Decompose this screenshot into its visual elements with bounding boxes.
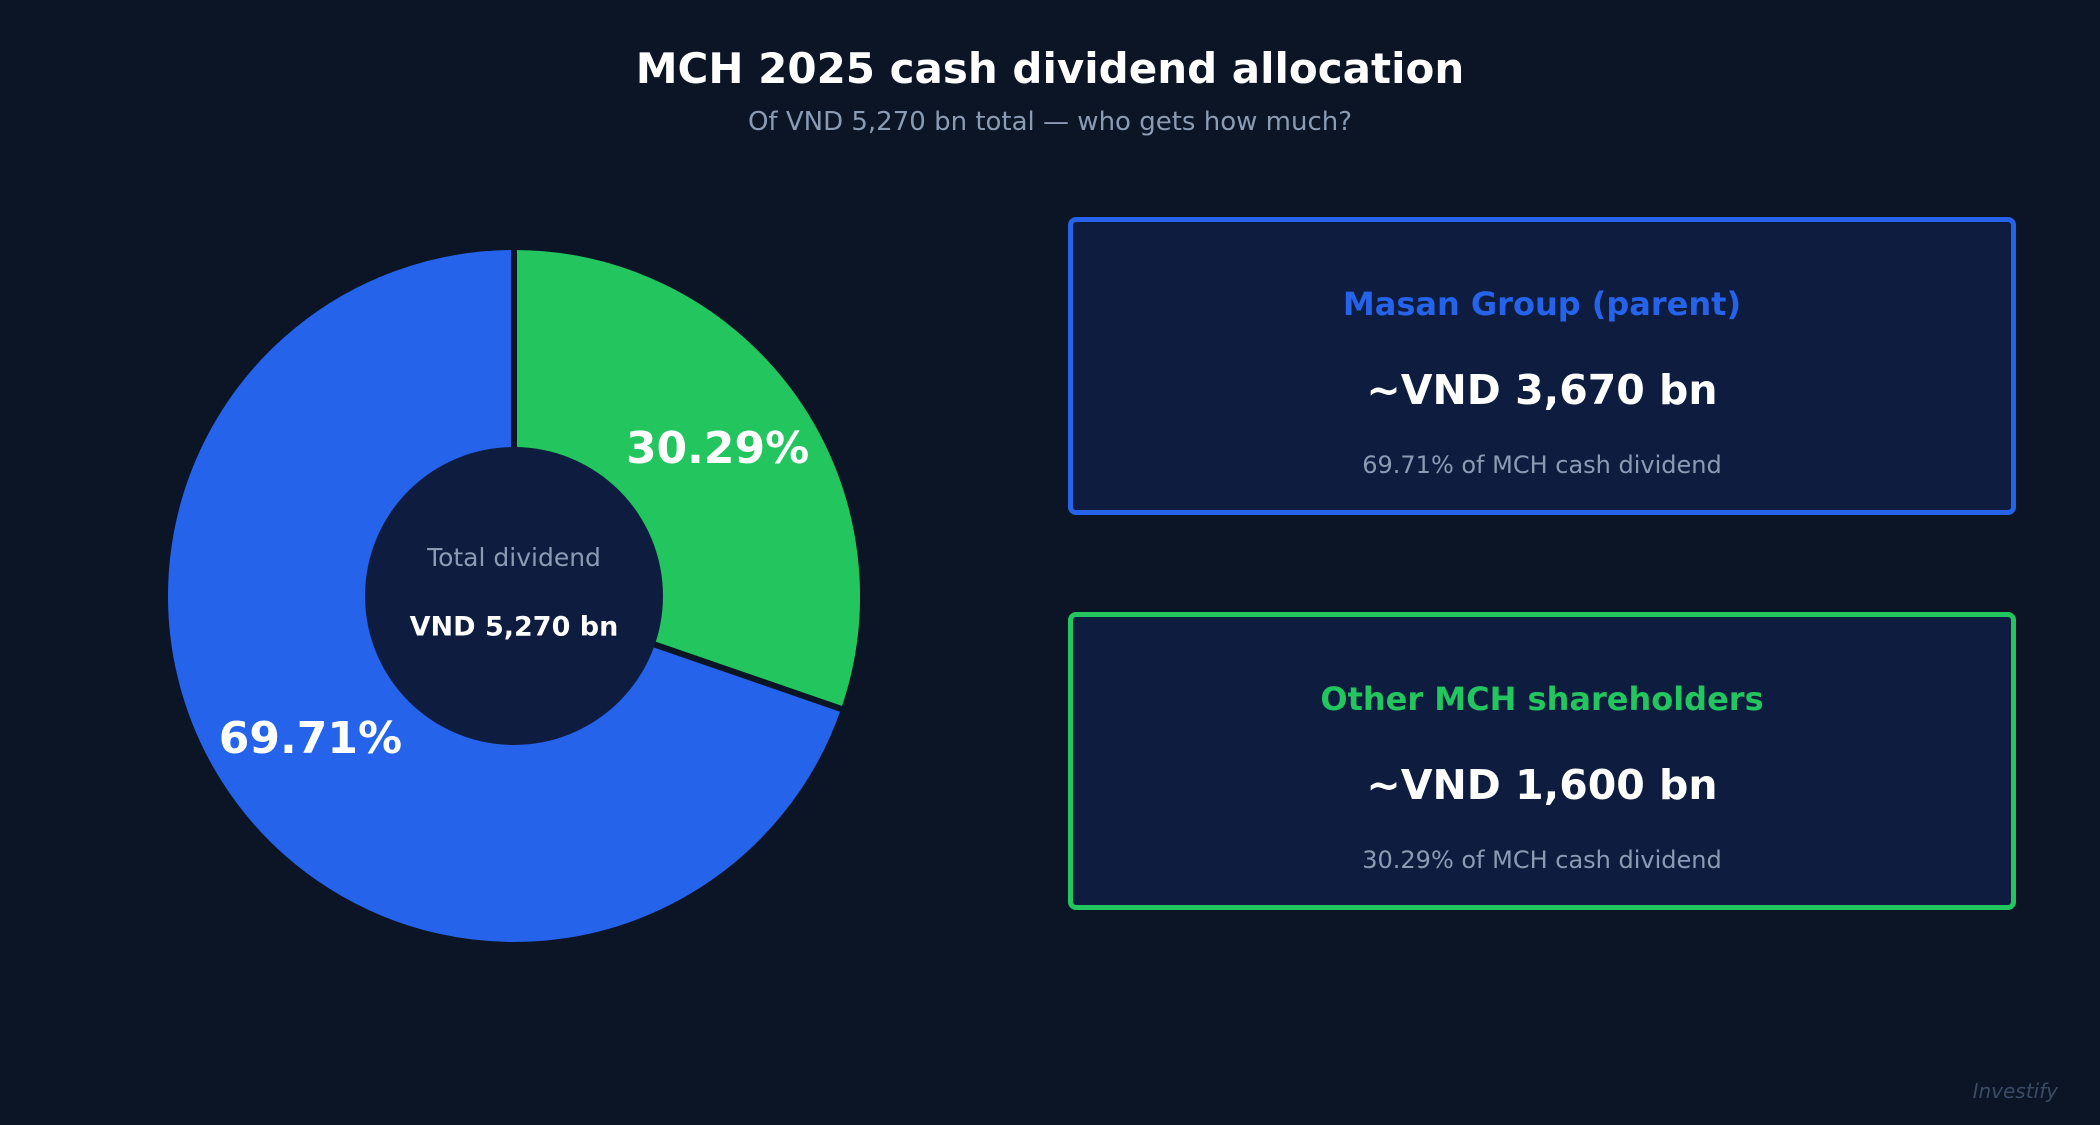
card-share-note: 30.29% of MCH cash dividend <box>1362 846 1722 874</box>
donut-center-value: VND 5,270 bn <box>410 612 619 643</box>
card-other-shareholders: Other MCH shareholders ~VND 1,600 bn 30.… <box>1068 612 2016 910</box>
chart-title: MCH 2025 cash dividend allocation <box>635 44 1465 93</box>
slice-percent-label: 69.71% <box>219 713 402 764</box>
card-masan-group: Masan Group (parent) ~VND 3,670 bn 69.71… <box>1068 217 2016 515</box>
watermark-logo: Investify <box>1972 1079 2058 1103</box>
card-share-note: 69.71% of MCH cash dividend <box>1362 451 1722 479</box>
donut-center-label: Total dividend <box>426 543 601 572</box>
card-amount: ~VND 3,670 bn <box>1366 366 1718 414</box>
card-amount: ~VND 1,600 bn <box>1366 761 1718 809</box>
donut-center-hole <box>365 447 663 745</box>
chart-subtitle: Of VND 5,270 bn total — who gets how muc… <box>747 107 1353 137</box>
card-title: Other MCH shareholders <box>1320 680 1764 718</box>
card-title: Masan Group (parent) <box>1342 285 1742 323</box>
slice-percent-label: 30.29% <box>626 423 809 474</box>
